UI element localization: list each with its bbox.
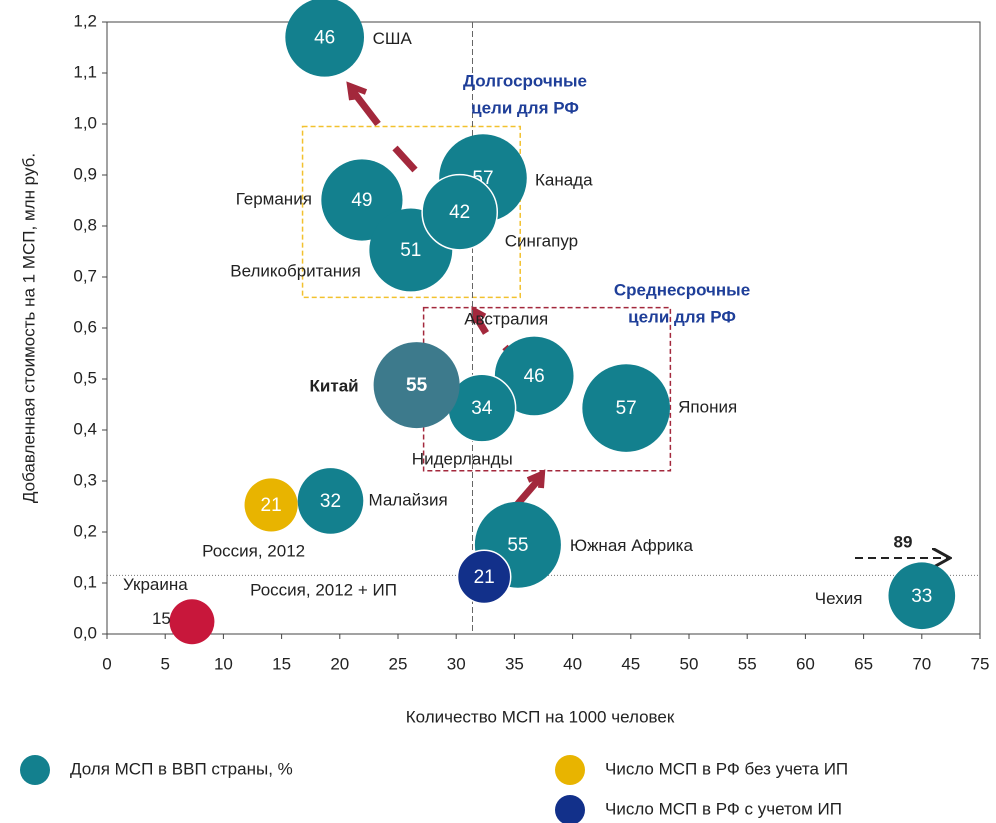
region-label: Среднесрочные [614,280,750,299]
goal-region [301,125,521,299]
bubble-size-label: 42 [449,202,470,223]
y-tick-label: 0,4 [73,419,97,438]
x-tick-label: 40 [563,654,582,673]
legend-swatch [555,755,585,785]
x-tick-label: 35 [505,654,524,673]
region-label: Долгосрочные [463,71,587,90]
bubble [244,478,298,532]
region-label: цели для РФ [471,98,579,117]
y-tick-label: 0,2 [73,521,97,540]
legend-label: Число МСП в РФ без учета ИП [605,759,848,778]
x-tick-label: 0 [102,654,111,673]
x-tick-label: 20 [330,654,349,673]
x-tick-label: 50 [680,654,699,673]
country-label: Украина [123,575,188,594]
offscale-label: 89 [894,532,913,551]
bubble-size-label: 57 [616,398,637,419]
country-label: Нидерланды [412,450,513,469]
country-label: Япония [678,398,737,417]
bubble [888,562,956,630]
bubble-size-label: 55 [507,535,528,556]
country-label: Германия [236,189,312,208]
bubble [456,549,512,605]
country-label: Великобритания [230,261,361,280]
y-tick-label: 0,1 [73,572,97,591]
country-label: Канада [535,171,593,190]
x-tick-label: 25 [389,654,408,673]
bubble-size-label: 46 [314,27,335,48]
y-tick-label: 1,1 [73,62,97,81]
country-label: Россия, 2012 [202,541,305,560]
y-tick-label: 0,5 [73,368,97,387]
bubble-size-label: 34 [471,398,493,419]
bubble-size-label: 21 [261,495,282,516]
x-tick-label: 15 [272,654,291,673]
x-tick-label: 45 [621,654,640,673]
y-axis-title: Добавленная стоимость на 1 МСП, млн руб. [19,153,38,503]
region-label: цели для РФ [628,307,736,326]
bubble [421,173,499,251]
country-label: Россия, 2012 + ИП [250,580,397,599]
y-tick-label: 0,9 [73,164,97,183]
legend-label: Доля МСП в ВВП страны, % [70,759,293,778]
bubble [285,0,364,77]
x-tick-label: 55 [738,654,757,673]
bubble-size-label: 33 [911,586,932,607]
bubble-size-label: 46 [524,366,545,387]
bubble-size-label: 51 [400,240,421,261]
x-tick-label: 60 [796,654,815,673]
y-tick-label: 1,2 [73,11,97,30]
bubble [373,342,460,429]
bubble-size-label: 49 [351,190,372,211]
country-label: Южная Африка [570,536,694,555]
y-tick-label: 0,8 [73,215,97,234]
x-axis-title: Количество МСП на 1000 человек [406,707,675,726]
x-tick-label: 10 [214,654,233,673]
x-tick-label: 65 [854,654,873,673]
country-label: Австралия [464,309,548,328]
legend-swatch [20,755,50,785]
country-label: Малайзия [368,490,447,509]
country-label: США [373,29,413,48]
bubble-size-label: 15 [152,609,171,628]
y-tick-label: 0,6 [73,317,97,336]
country-label: Сингапур [505,232,578,251]
bubble [494,336,574,416]
legend-swatch [555,795,585,823]
y-tick-label: 0,0 [73,623,97,642]
x-tick-label: 75 [971,654,990,673]
x-tick-label: 70 [912,654,931,673]
country-label: Чехия [815,589,863,608]
bubble-size-label: 55 [406,375,428,396]
bubble-size-label: 32 [320,491,341,512]
x-tick-label: 5 [160,654,169,673]
bubble [582,364,670,452]
country-label: Китай [310,377,359,396]
bubble [297,468,364,534]
y-tick-label: 0,3 [73,470,97,489]
legend-label: Число МСП в РФ с учетом ИП [605,799,842,818]
y-tick-label: 1,0 [73,113,97,132]
x-tick-label: 30 [447,654,466,673]
y-tick-label: 0,7 [73,266,97,285]
bubble [169,599,215,645]
bubble-size-label: 21 [474,567,495,588]
